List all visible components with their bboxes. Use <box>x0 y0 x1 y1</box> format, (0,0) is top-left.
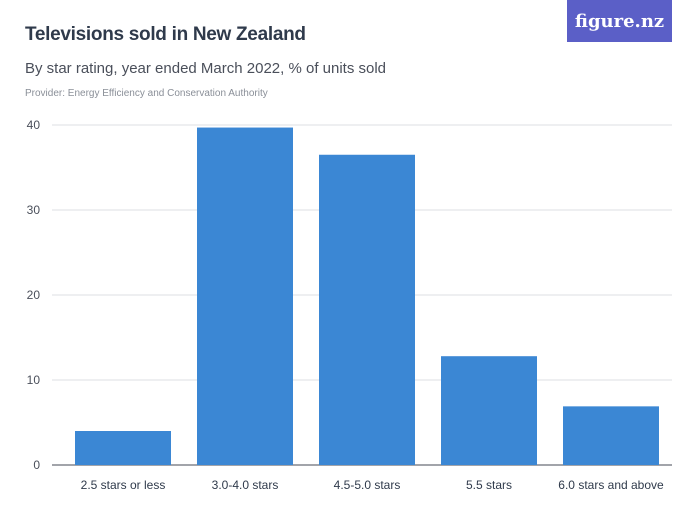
figure-nz-logo[interactable]: figure.nz <box>567 0 672 42</box>
y-tick-label: 0 <box>33 458 40 472</box>
axes: 0 10 20 30 40 2.5 stars or less 3.0-4.0 stars 4… <box>27 118 664 492</box>
y-tick-label: 20 <box>27 288 41 302</box>
x-category-label: 3.0-4.0 stars <box>212 478 279 492</box>
x-category-label: 4.5-5.0 stars <box>334 478 401 492</box>
data-provider: Provider: Energy Efficiency and Conserva… <box>25 88 268 99</box>
bar[interactable] <box>441 356 537 465</box>
chart-title: Televisions sold in New Zealand <box>25 24 306 45</box>
chart-subtitle: By star rating, year ended March 2022, %… <box>25 60 387 77</box>
bar[interactable] <box>319 154 415 465</box>
y-tick-label: 10 <box>27 373 41 387</box>
y-tick-label: 40 <box>27 118 41 132</box>
bar[interactable] <box>563 406 659 465</box>
x-category-label: 2.5 stars or less <box>81 478 166 492</box>
x-category-label: 5.5 stars <box>466 478 512 492</box>
bar[interactable] <box>197 127 293 466</box>
x-category-label: 6.0 stars and above <box>558 478 664 492</box>
bar[interactable] <box>75 431 171 465</box>
y-tick-label: 30 <box>27 203 41 217</box>
bars <box>75 127 659 466</box>
